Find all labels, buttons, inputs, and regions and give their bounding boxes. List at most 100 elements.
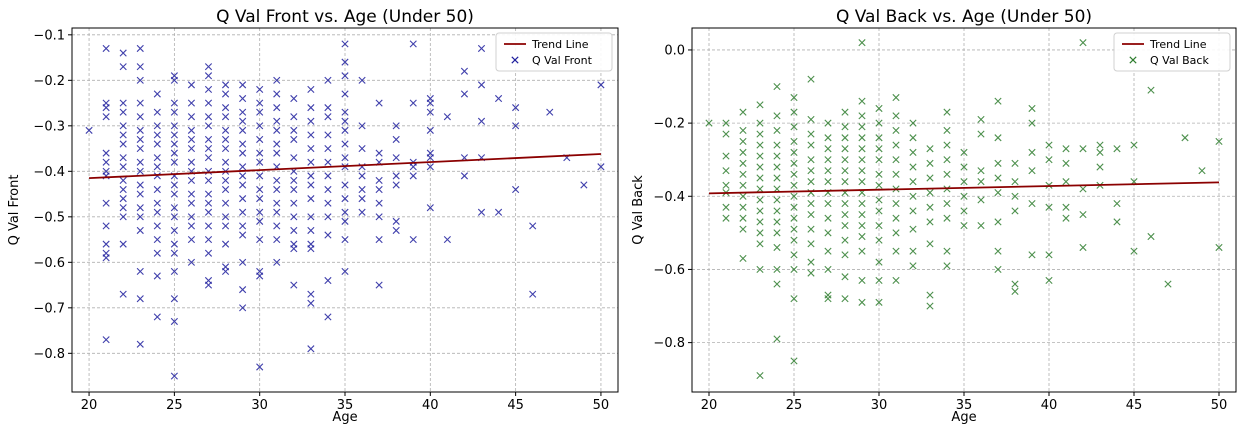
data-point — [892, 214, 900, 222]
grid-lines — [72, 28, 618, 392]
x-tick-label: 50 — [593, 398, 610, 413]
data-point — [239, 172, 247, 180]
data-point — [324, 113, 332, 121]
data-point — [204, 72, 213, 80]
data-point — [136, 144, 144, 153]
data-point — [307, 290, 315, 298]
data-point — [824, 229, 832, 237]
data-point — [460, 90, 469, 98]
data-point — [170, 372, 178, 380]
data-point — [341, 195, 349, 203]
data-point — [1198, 167, 1206, 175]
data-point — [341, 154, 349, 162]
data-point — [756, 196, 764, 204]
data-point — [773, 141, 781, 149]
data-point — [102, 104, 110, 112]
data-point — [170, 158, 178, 166]
data-point — [773, 82, 781, 91]
data-point — [239, 140, 247, 148]
data-point — [943, 108, 951, 116]
x-axis: 20 25 30 35 40 45 50 — [81, 392, 609, 413]
data-point — [307, 104, 315, 112]
data-point — [756, 207, 764, 215]
data-point — [1011, 280, 1019, 288]
data-point — [858, 298, 866, 306]
data-point — [597, 163, 605, 171]
data-point — [1096, 163, 1104, 171]
y-tick-label: −0.2 — [653, 117, 685, 132]
data-point — [290, 245, 298, 253]
data-point — [341, 208, 349, 216]
data-point — [824, 119, 832, 127]
data-point — [256, 122, 264, 130]
data-point — [960, 163, 968, 171]
data-point — [739, 203, 747, 211]
data-point — [477, 208, 486, 216]
data-point — [136, 295, 144, 303]
data-point — [341, 140, 349, 148]
x-tick-label: 25 — [786, 398, 803, 413]
data-point — [375, 199, 383, 207]
data-point — [273, 208, 281, 216]
data-point — [341, 126, 349, 134]
data-point — [756, 174, 764, 182]
data-point — [892, 126, 900, 135]
data-point — [1130, 141, 1138, 149]
data-point — [204, 208, 213, 216]
data-point — [358, 195, 366, 203]
data-point — [909, 163, 917, 171]
data-point — [529, 222, 537, 230]
data-point — [307, 226, 315, 235]
legend-series-swatch — [511, 56, 519, 64]
data-point — [841, 251, 849, 259]
data-point — [960, 148, 968, 156]
data-point — [790, 236, 798, 244]
data-point — [1096, 141, 1104, 149]
data-point — [773, 229, 781, 237]
data-point — [773, 280, 781, 288]
legend-series-label: Q Val Back — [1150, 54, 1209, 67]
data-point — [256, 235, 264, 244]
data-point — [1045, 203, 1053, 211]
data-point — [892, 229, 900, 237]
data-point — [1181, 134, 1189, 142]
data-point — [858, 232, 866, 241]
data-point — [773, 196, 781, 204]
data-point — [1011, 178, 1019, 186]
data-point — [790, 159, 798, 167]
data-point — [858, 247, 866, 255]
data-point — [926, 240, 934, 248]
data-point — [324, 104, 332, 112]
data-point — [358, 208, 366, 216]
y-tick-label: −0.4 — [33, 165, 65, 180]
data-point — [221, 185, 230, 194]
trend-line — [708, 181, 1220, 195]
x-axis-label: Age — [951, 410, 976, 425]
data-point — [494, 94, 503, 103]
data-point — [136, 99, 144, 107]
data-point — [722, 181, 730, 189]
data-point — [841, 123, 849, 131]
data-point — [375, 235, 383, 244]
data-point — [790, 170, 798, 178]
data-point — [1079, 243, 1087, 252]
data-point — [256, 363, 264, 371]
data-point — [290, 199, 298, 207]
data-point — [773, 218, 781, 226]
data-point — [460, 67, 469, 75]
data-point — [773, 335, 781, 343]
data-point — [204, 176, 213, 185]
data-point — [807, 141, 815, 149]
data-point — [290, 176, 298, 185]
data-point — [239, 126, 247, 134]
data-point — [824, 145, 832, 153]
data-point — [153, 172, 161, 180]
data-point — [841, 108, 849, 116]
data-point — [722, 152, 730, 160]
data-point — [239, 163, 247, 171]
data-point — [824, 200, 832, 208]
data-point — [392, 135, 400, 144]
data-point — [170, 99, 178, 107]
data-point — [221, 90, 230, 98]
data-point — [136, 76, 144, 84]
